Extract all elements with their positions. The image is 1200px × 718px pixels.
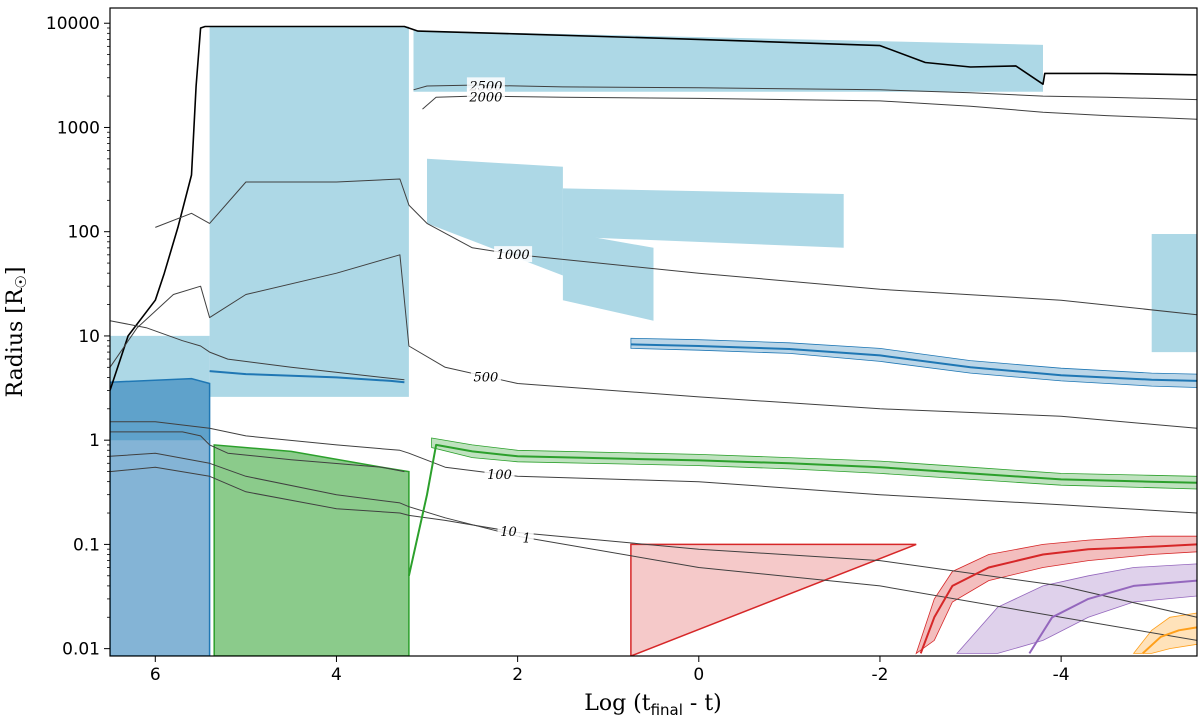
core-region-2 xyxy=(630,543,917,656)
contour-label-bg-5 xyxy=(484,466,515,483)
convective-region-5 xyxy=(1151,234,1197,353)
contour-label-5: 100 xyxy=(487,468,512,483)
x-tick-label-3: 0 xyxy=(693,665,704,685)
convective-region-3 xyxy=(562,188,844,248)
convective-region-0 xyxy=(209,26,409,397)
y-tick-label-3: 10 xyxy=(78,327,100,347)
plot-frame xyxy=(109,7,1198,657)
core-region-1 xyxy=(213,444,410,656)
y-axis-label: Radius [R☉] xyxy=(3,267,30,398)
contour-line-3 xyxy=(155,178,1197,316)
x-tick-label-2: 2 xyxy=(512,665,523,685)
core-boundary-line-10 xyxy=(630,343,1197,382)
contour-label-4: 500 xyxy=(474,370,499,385)
core-boundary-line-12 xyxy=(407,443,1197,577)
contour-label-bg-3 xyxy=(494,246,533,263)
sun-symbol: ☉ xyxy=(12,275,30,288)
x-axis-label: Log (tfinal - t) xyxy=(584,691,722,718)
contour-label-bg-7 xyxy=(519,529,534,546)
shell-band-2 xyxy=(915,535,1197,655)
y-tick-label-6: 0.01 xyxy=(62,640,100,660)
contour-line-6 xyxy=(110,466,1197,618)
core-region-0 xyxy=(110,377,211,656)
contour-label-bg-2 xyxy=(466,88,505,105)
y-tick-label-0: 10000 xyxy=(46,14,100,34)
y-tick-label-1: 1000 xyxy=(57,118,100,138)
x-axis-ticks: 6 4 2 0 -2 -4 xyxy=(150,656,1070,685)
core-boundary-line-15 xyxy=(1142,626,1197,655)
contour-line-2 xyxy=(422,95,1197,120)
contour-line-1 xyxy=(413,84,1197,101)
core-boundary-line-11 xyxy=(209,370,405,384)
burning-core-regions xyxy=(110,377,917,656)
y-axis-ticks: 10000 1000 100 10 1 0.1 0.01 xyxy=(46,14,110,660)
shell-band-4 xyxy=(1132,612,1197,654)
contour-label-bg-6 xyxy=(497,523,520,540)
core-boundary-line-13 xyxy=(919,543,1197,654)
convective-region-1 xyxy=(413,30,1043,92)
contour-label-bg-4 xyxy=(470,368,501,385)
chart-lines xyxy=(110,25,1197,655)
y-tick-label-5: 0.1 xyxy=(73,535,100,555)
convective-region-4 xyxy=(562,231,654,321)
x-tick-label-4: -2 xyxy=(871,665,888,685)
core-boundary-line-14 xyxy=(1028,579,1197,654)
y-tick-label-4: 1 xyxy=(89,431,100,451)
contour-line-8 xyxy=(110,320,405,381)
contour-line-5 xyxy=(110,421,1197,514)
contour-label-2: 2000 xyxy=(468,90,502,105)
contour-label-7: 1 xyxy=(523,532,531,547)
contour-line-4 xyxy=(110,254,1197,429)
x-tick-label-0: 6 xyxy=(150,665,161,685)
x-axis-label-subscript: final xyxy=(651,701,683,718)
contour-label-3: 1000 xyxy=(497,248,530,263)
surface-line-0 xyxy=(110,25,1197,391)
contour-line-9 xyxy=(110,431,405,473)
y-tick-label-2: 100 xyxy=(68,223,100,243)
x-tick-label-1: 4 xyxy=(331,665,342,685)
contour-label-6: 10 xyxy=(500,525,517,540)
contour-line-7 xyxy=(110,452,1197,641)
x-tick-label-5: -4 xyxy=(1053,665,1070,685)
